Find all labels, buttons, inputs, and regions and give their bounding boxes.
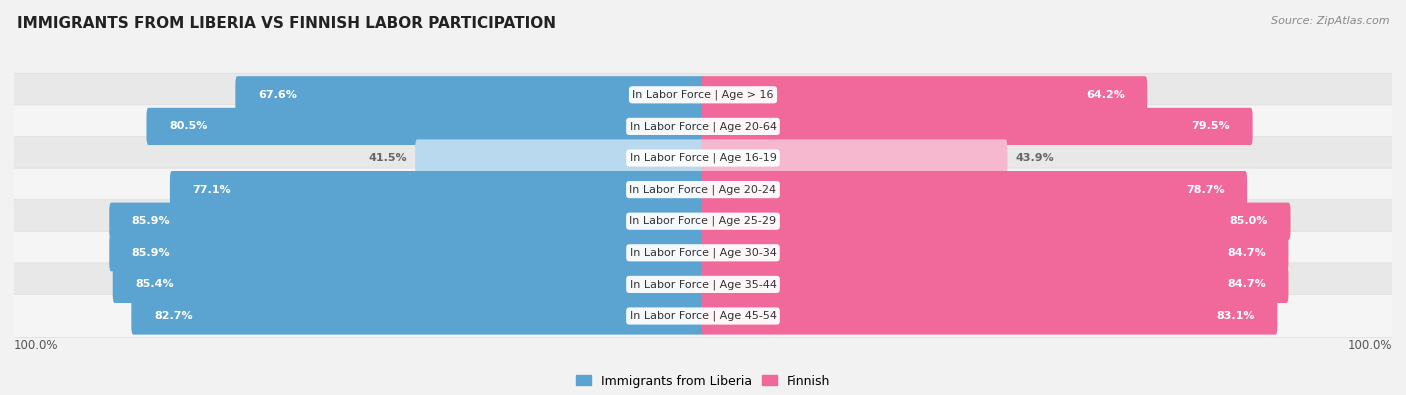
FancyBboxPatch shape (13, 73, 1393, 116)
Text: 85.0%: 85.0% (1230, 216, 1268, 226)
Text: 83.1%: 83.1% (1216, 311, 1254, 321)
FancyBboxPatch shape (415, 139, 704, 177)
Text: 79.5%: 79.5% (1191, 121, 1230, 132)
FancyBboxPatch shape (702, 297, 1278, 335)
FancyBboxPatch shape (13, 200, 1393, 243)
Text: 85.9%: 85.9% (132, 216, 170, 226)
Text: 84.7%: 84.7% (1227, 279, 1265, 290)
FancyBboxPatch shape (702, 139, 1007, 177)
Text: 100.0%: 100.0% (14, 339, 59, 352)
FancyBboxPatch shape (110, 203, 704, 240)
Text: In Labor Force | Age 20-64: In Labor Force | Age 20-64 (630, 121, 776, 132)
Text: In Labor Force | Age 25-29: In Labor Force | Age 25-29 (630, 216, 776, 226)
FancyBboxPatch shape (702, 76, 1147, 113)
Text: IMMIGRANTS FROM LIBERIA VS FINNISH LABOR PARTICIPATION: IMMIGRANTS FROM LIBERIA VS FINNISH LABOR… (17, 16, 555, 31)
Text: 77.1%: 77.1% (193, 184, 231, 195)
Text: In Labor Force | Age 30-34: In Labor Force | Age 30-34 (630, 248, 776, 258)
FancyBboxPatch shape (13, 231, 1393, 274)
Text: 78.7%: 78.7% (1185, 184, 1225, 195)
FancyBboxPatch shape (702, 171, 1247, 208)
FancyBboxPatch shape (131, 297, 704, 335)
FancyBboxPatch shape (702, 266, 1288, 303)
Text: 84.7%: 84.7% (1227, 248, 1265, 258)
Text: 43.9%: 43.9% (1015, 153, 1054, 163)
Text: 64.2%: 64.2% (1085, 90, 1125, 100)
Text: 80.5%: 80.5% (169, 121, 208, 132)
FancyBboxPatch shape (13, 168, 1393, 211)
FancyBboxPatch shape (702, 203, 1291, 240)
FancyBboxPatch shape (702, 234, 1288, 271)
Text: 85.9%: 85.9% (132, 248, 170, 258)
FancyBboxPatch shape (110, 234, 704, 271)
Text: In Labor Force | Age 16-19: In Labor Force | Age 16-19 (630, 153, 776, 163)
Legend: Immigrants from Liberia, Finnish: Immigrants from Liberia, Finnish (571, 370, 835, 393)
Text: 82.7%: 82.7% (153, 311, 193, 321)
Text: In Labor Force | Age 20-24: In Labor Force | Age 20-24 (630, 184, 776, 195)
FancyBboxPatch shape (13, 263, 1393, 306)
Text: 85.4%: 85.4% (135, 279, 174, 290)
Text: Source: ZipAtlas.com: Source: ZipAtlas.com (1271, 16, 1389, 26)
FancyBboxPatch shape (13, 105, 1393, 148)
FancyBboxPatch shape (13, 295, 1393, 337)
Text: In Labor Force | Age > 16: In Labor Force | Age > 16 (633, 90, 773, 100)
FancyBboxPatch shape (170, 171, 704, 208)
Text: 67.6%: 67.6% (257, 90, 297, 100)
FancyBboxPatch shape (235, 76, 704, 113)
Text: In Labor Force | Age 45-54: In Labor Force | Age 45-54 (630, 311, 776, 321)
Text: 41.5%: 41.5% (368, 153, 406, 163)
FancyBboxPatch shape (702, 108, 1253, 145)
Text: In Labor Force | Age 35-44: In Labor Force | Age 35-44 (630, 279, 776, 290)
FancyBboxPatch shape (112, 266, 704, 303)
FancyBboxPatch shape (146, 108, 704, 145)
FancyBboxPatch shape (13, 137, 1393, 179)
Text: 100.0%: 100.0% (1347, 339, 1392, 352)
